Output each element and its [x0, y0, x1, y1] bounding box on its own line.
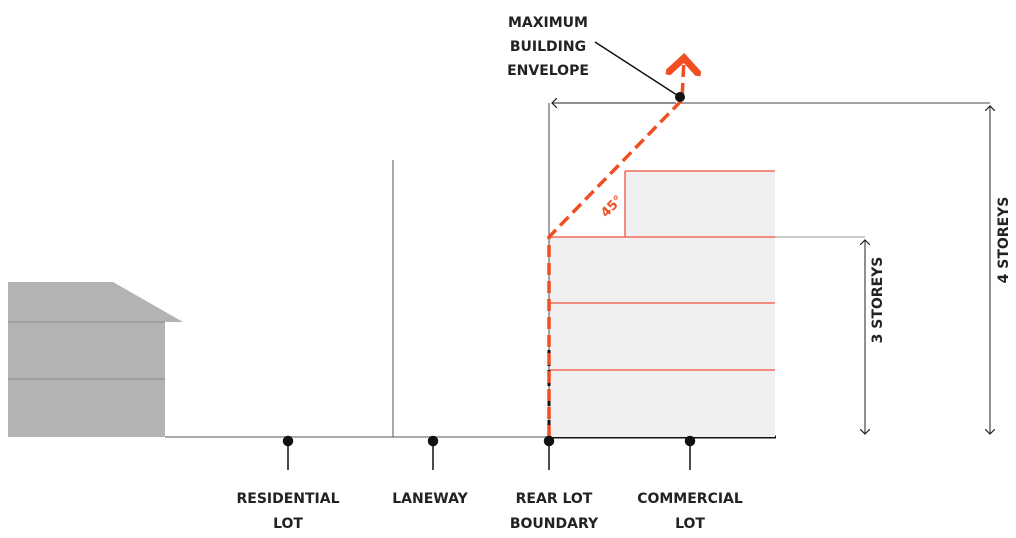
- ground-markers: [282, 435, 696, 470]
- ground-label: BOUNDARY: [510, 516, 599, 532]
- ground-label: REAR LOT: [516, 491, 593, 507]
- ground-label: LOT: [273, 516, 303, 532]
- ground-label: LANEWAY: [392, 491, 468, 507]
- ground-label: LOT: [675, 516, 705, 532]
- envelope-line: [547, 58, 684, 437]
- envelope-label: MAXIMUM: [508, 15, 588, 31]
- three-storeys-label: 3 STOREYS: [870, 257, 886, 344]
- envelope-label: ENVELOPE: [507, 63, 589, 79]
- ground-label: RESIDENTIAL: [236, 491, 339, 507]
- ground-label: COMMERCIAL: [637, 491, 743, 507]
- four-storeys-label: 4 STOREYS: [996, 197, 1012, 284]
- angle-label: 45°: [598, 193, 626, 221]
- envelope-dot: [675, 92, 685, 102]
- commercial-building: [550, 170, 865, 437]
- leader-line: [594, 41, 681, 98]
- house: [8, 282, 183, 437]
- envelope-label: BUILDING: [510, 39, 586, 55]
